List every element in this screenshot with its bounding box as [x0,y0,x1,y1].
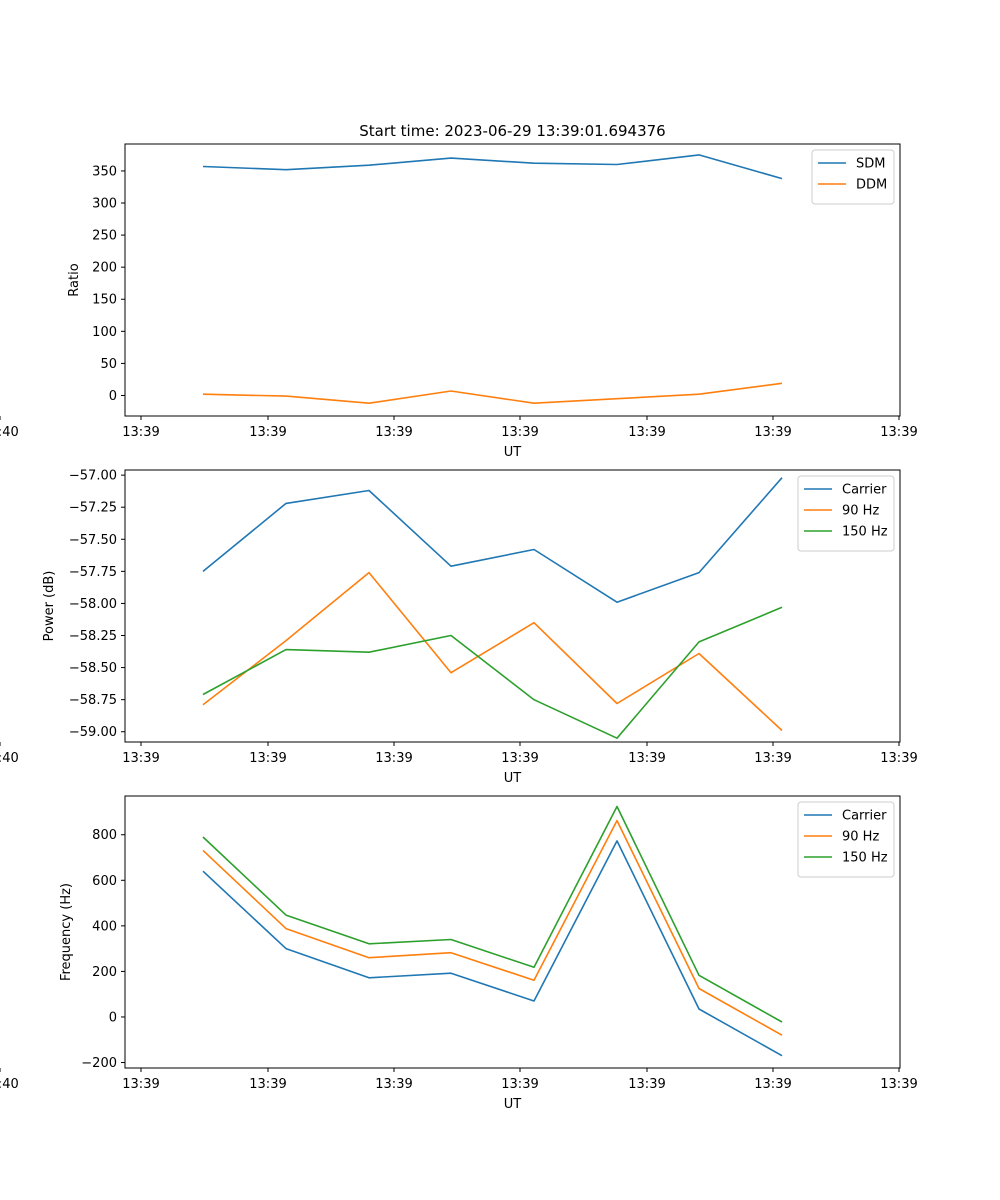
x-tick-label: 13:39 [375,425,412,440]
y-tick-label: 200 [92,965,117,980]
x-axis-label: UT [504,1097,522,1112]
legend-label: 150 Hz [842,851,888,866]
x-tick-label: 13:40 [0,425,19,440]
x-tick-label: 13:39 [122,751,159,766]
legend-label: 90 Hz [842,830,879,845]
legend-label: 90 Hz [842,504,879,519]
y-tick-label: 350 [92,164,117,179]
legend-label: Carrier [842,483,887,498]
y-tick-label: −58.75 [69,693,117,708]
x-tick-label: 13:39 [501,1077,538,1092]
x-tick-label: 13:39 [628,425,665,440]
y-tick-label: −57.25 [69,501,117,516]
legend-box [797,475,895,552]
series-line-carrier [202,477,783,604]
x-tick-label: 13:39 [249,1077,286,1092]
legend: Carrier 90 Hz 150 Hz [797,801,895,878]
x-axis-label: UT [504,771,522,786]
x-tick-label: 13:40 [0,751,19,766]
y-tick-label: −58.00 [69,597,117,612]
y-tick-label: 50 [100,357,117,372]
y-tick-label: 300 [92,197,117,212]
y-tick-label: −57.00 [69,469,117,484]
legend-label: DDM [856,178,887,193]
y-tick-label: 200 [92,261,117,276]
x-tick-label: 13:39 [754,425,791,440]
y-tick-label: 400 [92,919,117,934]
x-tick-label: 13:39 [501,425,538,440]
legend: Carrier 90 Hz 150 Hz [797,475,895,552]
y-tick-label: −58.25 [69,629,117,644]
x-tick-label: 13:39 [375,751,412,766]
charts: 13:39 13:39 13:39 13:39 13:39 13:39 13:39 13:40… [0,143,918,1112]
x-axis-label: UT [504,445,522,460]
y-tick-label: −57.75 [69,565,117,580]
y-tick-label: 150 [92,293,117,308]
x-tick-label: 13:39 [501,751,538,766]
x-tick-label: 13:39 [249,751,286,766]
y-axis-label: Ratio [67,263,82,296]
plot-frame [124,143,901,417]
x-tick-label: 13:39 [249,425,286,440]
y-axis-label: Frequency (Hz) [59,883,74,981]
y-tick-label: −200 [81,1056,117,1071]
x-tick-label: 13:39 [628,1077,665,1092]
plot-frame [124,795,901,1069]
series-line-ddm [202,382,783,405]
legend-label: Carrier [842,809,887,824]
series-line-90-hz [202,571,783,732]
y-tick-label: −57.50 [69,533,117,548]
series-line-sdm [202,154,783,180]
y-tick-label: 600 [92,874,117,889]
y-tick-label: 0 [109,389,117,404]
chart-1: 13:39 13:39 13:39 13:39 13:39 13:39 13:39 13:40… [0,143,918,460]
y-axis-label: Power (dB) [42,571,57,642]
y-tick-label: 250 [92,229,117,244]
x-tick-label: 13:39 [754,751,791,766]
plot-frame [124,469,901,743]
x-tick-label: 13:40 [0,1077,19,1092]
legend-box [797,801,895,878]
x-tick-label: 13:39 [754,1077,791,1092]
y-tick-label: 100 [92,325,117,340]
y-tick-label: 800 [92,828,117,843]
y-tick-label: 0 [109,1010,117,1025]
x-tick-label: 13:39 [880,425,917,440]
figure-title: Start time: 2023-06-29 13:39:01.694376 [359,122,665,140]
y-tick-label: −59.00 [69,725,117,740]
series-line-150-hz [202,606,783,740]
legend-label: 150 Hz [842,525,888,540]
x-tick-label: 13:39 [880,1077,917,1092]
series-line-150-hz [202,805,783,1023]
legend: SDM DDM [811,149,895,205]
series-line-carrier [202,840,783,1057]
x-tick-label: 13:39 [122,425,159,440]
x-tick-label: 13:39 [375,1077,412,1092]
y-tick-label: −58.50 [69,661,117,676]
chart-2: 13:39 13:39 13:39 13:39 13:39 13:39 13:39 13:40… [0,469,918,786]
series-line-90-hz [202,819,783,1036]
legend-label: SDM [856,157,885,172]
x-tick-label: 13:39 [122,1077,159,1092]
x-tick-label: 13:39 [628,751,665,766]
x-tick-label: 13:39 [880,751,917,766]
chart-3: 13:39 13:39 13:39 13:39 13:39 13:39 13:39 13:40… [0,795,918,1112]
